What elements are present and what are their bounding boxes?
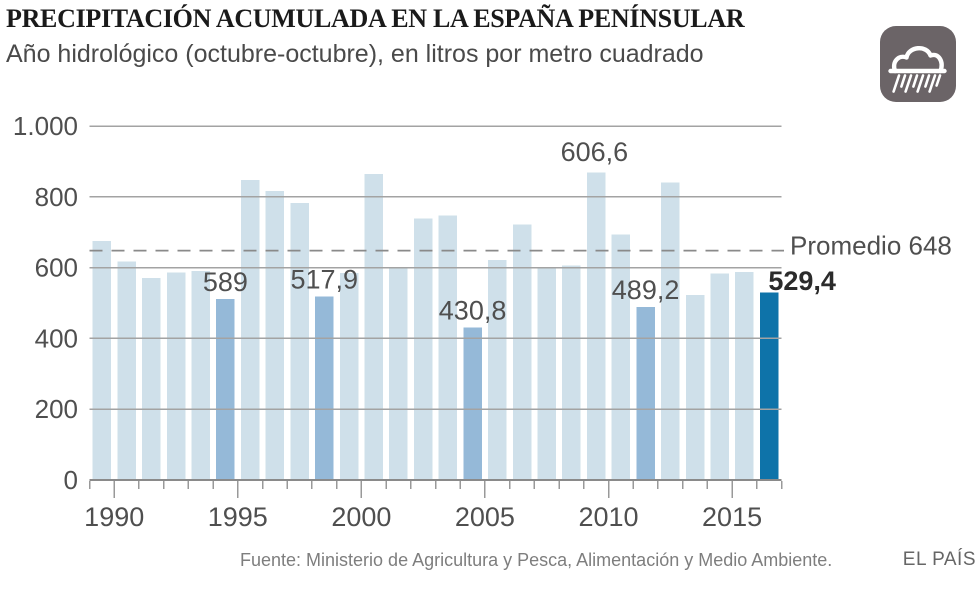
bar-2003-04 [438, 215, 458, 480]
bar-2016-17 [759, 292, 779, 480]
x-tick-label-1990: 1990 [84, 502, 144, 532]
bar-2006-07 [512, 224, 532, 480]
bar-value-label-2008-09: 606,6 [561, 137, 629, 167]
bar-1996-97 [265, 190, 285, 481]
x-tick-label-2000: 2000 [331, 502, 391, 532]
bar-value-label-1998-99: 517,9 [290, 265, 358, 295]
bar-2012-13 [661, 182, 680, 480]
bar-1994-95 [216, 298, 235, 480]
page-title: PRECIPITACIÓN ACUMULADA EN LA ESPAÑA PEN… [6, 4, 745, 33]
bar-2009-10 [586, 172, 606, 480]
y-tick-label-200: 200 [35, 394, 78, 424]
y-tick-label-1.000: 1.000 [13, 111, 78, 141]
bar-2004-05 [463, 327, 482, 480]
x-tick-label-1995: 1995 [208, 502, 268, 532]
bar-1995-96 [240, 180, 260, 480]
source-note: Fuente: Ministerio de Agricultura y Pesc… [240, 550, 833, 570]
bar-2002-03 [413, 218, 433, 480]
publisher-credit: EL PAÍS [902, 549, 976, 570]
rain-cloud-icon [880, 26, 956, 102]
y-tick-label-400: 400 [35, 323, 78, 353]
x-tick-label-2015: 2015 [702, 502, 762, 532]
x-tick-label-2005: 2005 [455, 502, 515, 532]
chart-subtitle: Año hidrológico (octubre-octubre), en li… [6, 40, 704, 68]
bar-1989-90 [92, 241, 112, 480]
x-tick-label-2010: 2010 [578, 502, 638, 532]
bar-2001-02 [389, 268, 408, 480]
bar-2013-14 [685, 294, 705, 480]
bar-1993-94 [191, 271, 210, 480]
bar-value-label-2016-17: 529,4 [768, 266, 836, 296]
bar-2007-08 [537, 268, 556, 480]
bar-1997-98 [290, 202, 309, 481]
bar-value-label-2011-12: 489,2 [612, 275, 680, 305]
bar-1999-00 [339, 272, 359, 480]
bar-1991-92 [142, 277, 161, 480]
bar-1998-99 [315, 296, 334, 480]
bar-2014-15 [710, 273, 729, 480]
y-tick-label-0: 0 [64, 465, 78, 495]
average-line-label: Promedio 648 [790, 231, 952, 261]
bar-2008-09 [562, 265, 581, 480]
cloud-with-rain-glyph [888, 46, 947, 93]
bar-2010-11 [611, 234, 631, 480]
y-tick-label-600: 600 [35, 253, 78, 283]
bar-value-label-1994-95: 589 [203, 267, 248, 297]
bar-2011-12 [636, 306, 655, 480]
bar-2015-16 [735, 271, 754, 480]
bar-1990-91 [117, 261, 136, 480]
y-tick-label-800: 800 [35, 182, 78, 212]
bar-1992-93 [166, 272, 186, 480]
bar-2005-06 [488, 260, 507, 480]
bar-value-label-2004-05: 430,8 [439, 295, 507, 325]
bar-2000-01 [364, 174, 383, 480]
